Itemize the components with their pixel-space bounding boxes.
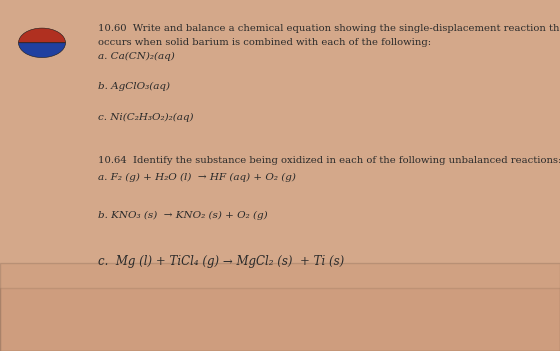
FancyBboxPatch shape — [0, 288, 560, 351]
Wedge shape — [18, 43, 66, 58]
Text: c. Ni(C₂H₃O₂)₂(aq): c. Ni(C₂H₃O₂)₂(aq) — [98, 113, 194, 122]
Text: a. Ca(CN)₂(aq): a. Ca(CN)₂(aq) — [98, 52, 175, 61]
Text: occurs when solid barium is combined with each of the following:: occurs when solid barium is combined wit… — [98, 38, 431, 47]
FancyBboxPatch shape — [0, 263, 560, 351]
Text: c.  Mg (l) + TiCl₄ (g) → MgCl₂ (s)  + Ti (s): c. Mg (l) + TiCl₄ (g) → MgCl₂ (s) + Ti (… — [98, 255, 344, 268]
Text: b. AgClO₃(aq): b. AgClO₃(aq) — [98, 81, 170, 91]
Text: b. KNO₃ (s)  → KNO₂ (s) + O₂ (g): b. KNO₃ (s) → KNO₂ (s) + O₂ (g) — [98, 211, 268, 220]
Text: a. F₂ (g) + H₂O (l)  → HF (aq) + O₂ (g): a. F₂ (g) + H₂O (l) → HF (aq) + O₂ (g) — [98, 173, 296, 182]
Text: 10.60  Write and balance a chemical equation showing the single-displacement rea: 10.60 Write and balance a chemical equat… — [98, 24, 560, 33]
Wedge shape — [18, 28, 66, 43]
Text: 10.64  Identify the substance being oxidized in each of the following unbalanced: 10.64 Identify the substance being oxidi… — [98, 156, 560, 165]
